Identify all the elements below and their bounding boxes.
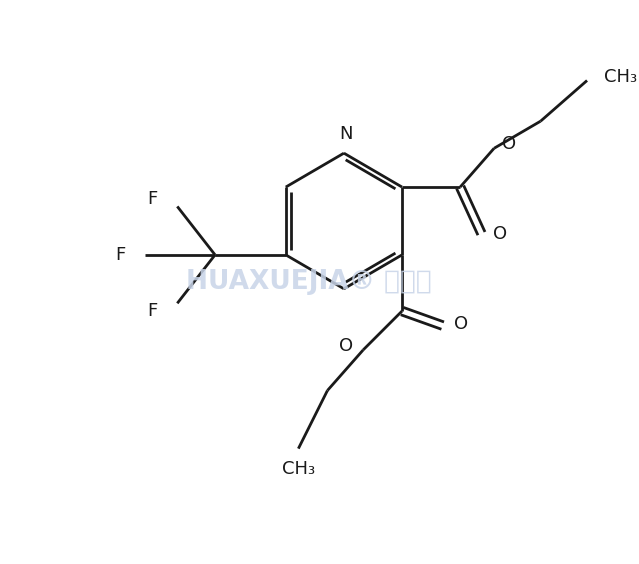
Text: O: O — [502, 135, 516, 153]
Text: O: O — [454, 315, 468, 333]
Text: O: O — [339, 337, 353, 355]
Text: F: F — [116, 246, 126, 264]
Text: N: N — [339, 125, 353, 143]
Text: CH₃: CH₃ — [282, 460, 315, 478]
Text: HUAXUEJIA® 化学加: HUAXUEJIA® 化学加 — [186, 269, 432, 295]
Text: O: O — [493, 224, 507, 243]
Text: F: F — [148, 302, 158, 320]
Text: F: F — [148, 190, 158, 208]
Text: CH₃: CH₃ — [604, 68, 638, 86]
